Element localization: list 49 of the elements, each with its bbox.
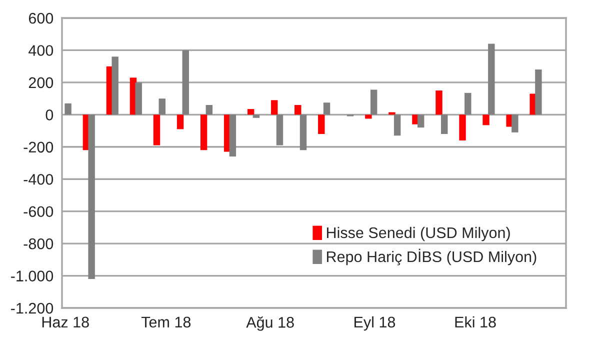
bar <box>158 98 166 115</box>
bar <box>182 50 190 115</box>
y-tick-label: -1.000 <box>11 270 54 282</box>
y-tick-label: -800 <box>24 238 54 250</box>
bar <box>464 92 472 115</box>
bar <box>318 114 325 134</box>
bar <box>176 114 184 130</box>
bar <box>270 100 278 115</box>
x-tick-label: Haz 18 <box>42 316 89 328</box>
bar <box>417 114 424 128</box>
bar <box>252 114 260 118</box>
bar <box>370 90 378 115</box>
bar <box>323 102 330 115</box>
bar <box>112 56 118 115</box>
bar <box>512 114 518 132</box>
bar <box>488 44 495 115</box>
x-tick-label: Eki 18 <box>455 316 496 328</box>
bar <box>394 114 401 136</box>
y-tick-label: -600 <box>24 206 54 218</box>
bar <box>436 90 442 115</box>
y-tick-label: -400 <box>24 174 54 185</box>
bar <box>459 114 466 140</box>
bar <box>229 114 236 157</box>
y-tick-label: -200 <box>24 142 54 153</box>
legend-label: Repo Hariç DİBS (USD Milyon) <box>327 248 536 266</box>
bar <box>200 114 208 150</box>
x-tick-label: Ağu 18 <box>246 316 294 331</box>
y-tick-label: -1.200 <box>11 302 54 314</box>
y-tick-label: 400 <box>28 45 54 56</box>
y-tick-label: 200 <box>28 77 54 88</box>
bar <box>88 114 95 279</box>
x-tick-label: Eyl 18 <box>354 316 396 331</box>
bar <box>206 105 213 115</box>
bar <box>153 114 160 146</box>
bar <box>64 103 72 115</box>
bar <box>294 105 302 115</box>
y-tick-label: 0 <box>46 110 54 120</box>
bar <box>365 114 372 119</box>
bar <box>535 70 542 115</box>
legend-label: Hisse Senedi (USD Milyon) <box>327 226 510 242</box>
bar <box>388 112 396 115</box>
bar <box>247 109 254 115</box>
bar <box>135 82 142 115</box>
bar <box>441 114 448 134</box>
x-tick-label: Tem 18 <box>141 316 191 328</box>
bar <box>276 114 284 146</box>
y-tick-label: 600 <box>28 12 54 24</box>
bar <box>300 114 307 150</box>
bar <box>482 114 490 126</box>
